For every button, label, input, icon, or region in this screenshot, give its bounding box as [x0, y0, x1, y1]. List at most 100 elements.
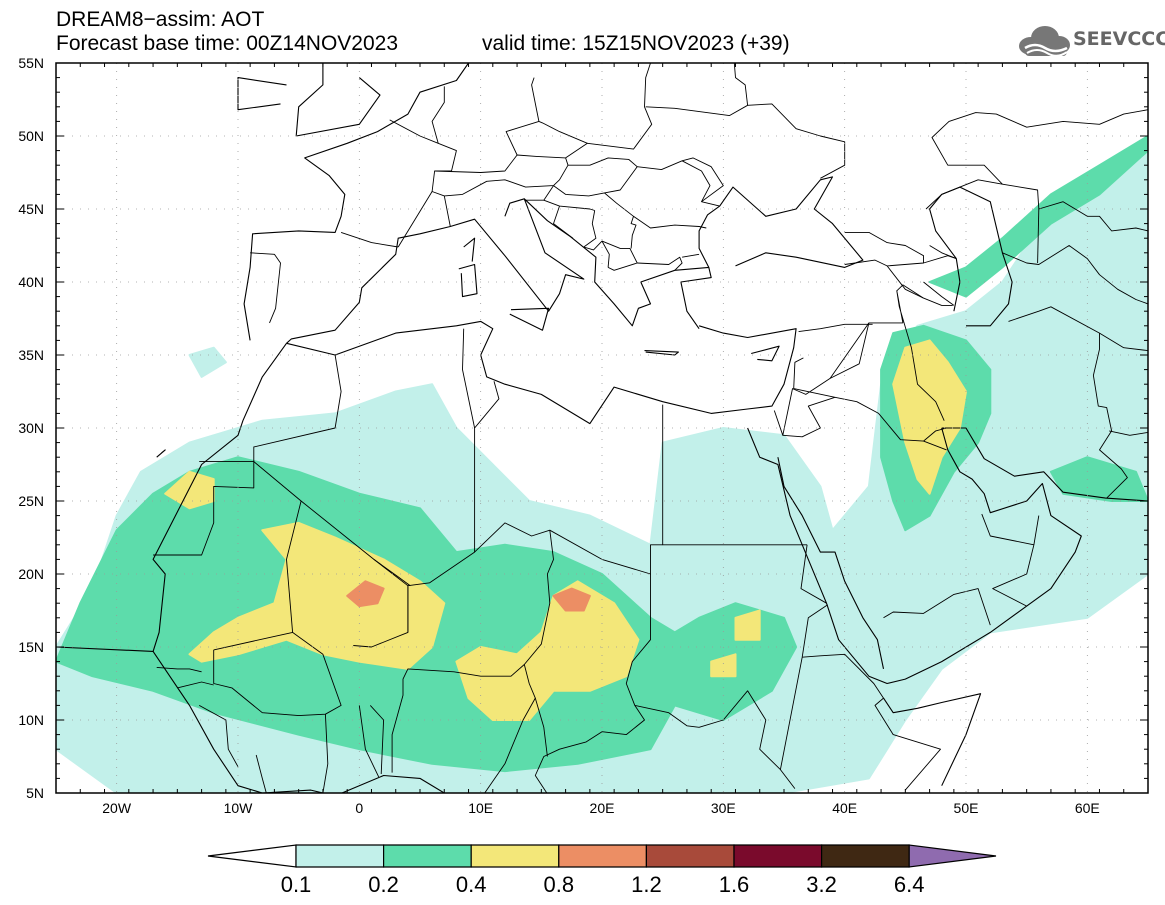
- country-border: [177, 681, 214, 689]
- country-border: [681, 157, 724, 203]
- country-border: [213, 461, 302, 651]
- country-border: [213, 632, 342, 717]
- country-border: [604, 192, 637, 249]
- coastline: [644, 350, 679, 356]
- coastline: [237, 77, 287, 111]
- country-border: [634, 690, 796, 789]
- country-border: [923, 440, 947, 451]
- coastline: [698, 176, 864, 268]
- country-border: [834, 396, 947, 442]
- country-border: [929, 245, 957, 260]
- country-border: [802, 653, 941, 791]
- colorbar-label: 0.4: [455, 872, 487, 897]
- country-border: [543, 199, 595, 211]
- longitude-label: 10E: [468, 800, 494, 816]
- coastline: [262, 774, 446, 793]
- country-border: [255, 754, 267, 793]
- latitude-label: 25N: [18, 493, 44, 509]
- country-border: [322, 714, 329, 793]
- country-border: [340, 231, 399, 248]
- colorbar-bin: [383, 844, 472, 868]
- country-border: [553, 205, 574, 239]
- country-border: [886, 265, 924, 299]
- colorbar-label: 6.4: [893, 872, 925, 897]
- coastline: [777, 457, 885, 670]
- seevccc-logo: SEEVCCC: [1017, 24, 1165, 58]
- country-border: [829, 322, 870, 379]
- latitude-label: 30N: [18, 420, 44, 436]
- aot-region-level-4: [552, 587, 591, 612]
- coastline: [56, 342, 287, 652]
- latitude-label: 50N: [18, 128, 44, 144]
- country-border: [534, 574, 651, 793]
- aot-region-level-3: [188, 521, 446, 670]
- country-border: [583, 210, 597, 248]
- aot-region-level-3: [734, 609, 761, 641]
- country-border: [534, 697, 548, 757]
- latitude-label: 20N: [18, 566, 44, 582]
- colorbar-min-arrow: [207, 844, 297, 868]
- chart-title: DREAM8−assim: AOT: [56, 8, 265, 31]
- longitude-label: 40E: [832, 800, 858, 816]
- coastline: [751, 345, 780, 362]
- country-border: [253, 354, 342, 462]
- country-border: [981, 513, 1034, 546]
- country-border: [434, 154, 569, 197]
- country-border: [1037, 208, 1040, 264]
- longitude-label: 30E: [710, 800, 736, 816]
- country-border: [531, 77, 540, 122]
- aot-region-level-3: [710, 653, 737, 678]
- country-border: [637, 256, 683, 271]
- country-border: [883, 588, 991, 626]
- country-border: [798, 323, 873, 333]
- country-border: [992, 515, 1040, 607]
- country-border: [782, 388, 836, 438]
- country-border: [474, 381, 500, 553]
- latitude-label: 15N: [18, 639, 44, 655]
- forecast-base-time: Forecast base time: 00Z14NOV2023: [56, 32, 399, 55]
- latitude-label: 10N: [18, 712, 44, 728]
- colorbar-max-arrow: [908, 844, 997, 868]
- colorbar-label: 0.2: [368, 872, 399, 897]
- country-border: [250, 252, 281, 324]
- country-border: [462, 328, 476, 429]
- country-border: [431, 86, 445, 144]
- latitude-label: 45N: [18, 201, 44, 217]
- latitude-label: 35N: [18, 347, 44, 363]
- longitude-label: 0: [355, 800, 364, 816]
- country-border: [587, 63, 653, 150]
- axis-ticks: [55, 62, 1149, 794]
- country-border: [397, 191, 451, 248]
- longitude-label: 20E: [589, 800, 615, 816]
- latitude-label: 5N: [26, 785, 44, 801]
- cloud-icon: [1019, 26, 1070, 57]
- colorbar-bin: [820, 844, 910, 868]
- longitude-label: 60E: [1074, 800, 1100, 816]
- country-border: [633, 215, 707, 229]
- country-border: [373, 559, 411, 587]
- colorbar-label: 0.1: [280, 872, 312, 897]
- country-border: [369, 705, 385, 775]
- country-border: [931, 109, 1148, 185]
- coastline: [152, 651, 263, 793]
- valid-time: valid time: 15Z15NOV2023 (+39): [482, 32, 790, 55]
- coastline: [941, 427, 1148, 502]
- country-border: [779, 604, 828, 770]
- latitude-label: 55N: [18, 55, 44, 71]
- country-border: [844, 231, 924, 267]
- logo-text: SEEVCCC: [1073, 28, 1165, 50]
- colorbar-bin: [470, 844, 560, 868]
- grid-layer: [56, 62, 1148, 794]
- coastline: [286, 198, 712, 344]
- country-border: [553, 157, 638, 197]
- coastline: [243, 63, 469, 341]
- country-border: [1008, 306, 1128, 499]
- country-border: [923, 281, 955, 306]
- country-border: [733, 63, 749, 106]
- coastline: [509, 307, 550, 331]
- colorbar-bin: [645, 844, 735, 868]
- coastline: [504, 198, 525, 217]
- coastline: [463, 237, 476, 262]
